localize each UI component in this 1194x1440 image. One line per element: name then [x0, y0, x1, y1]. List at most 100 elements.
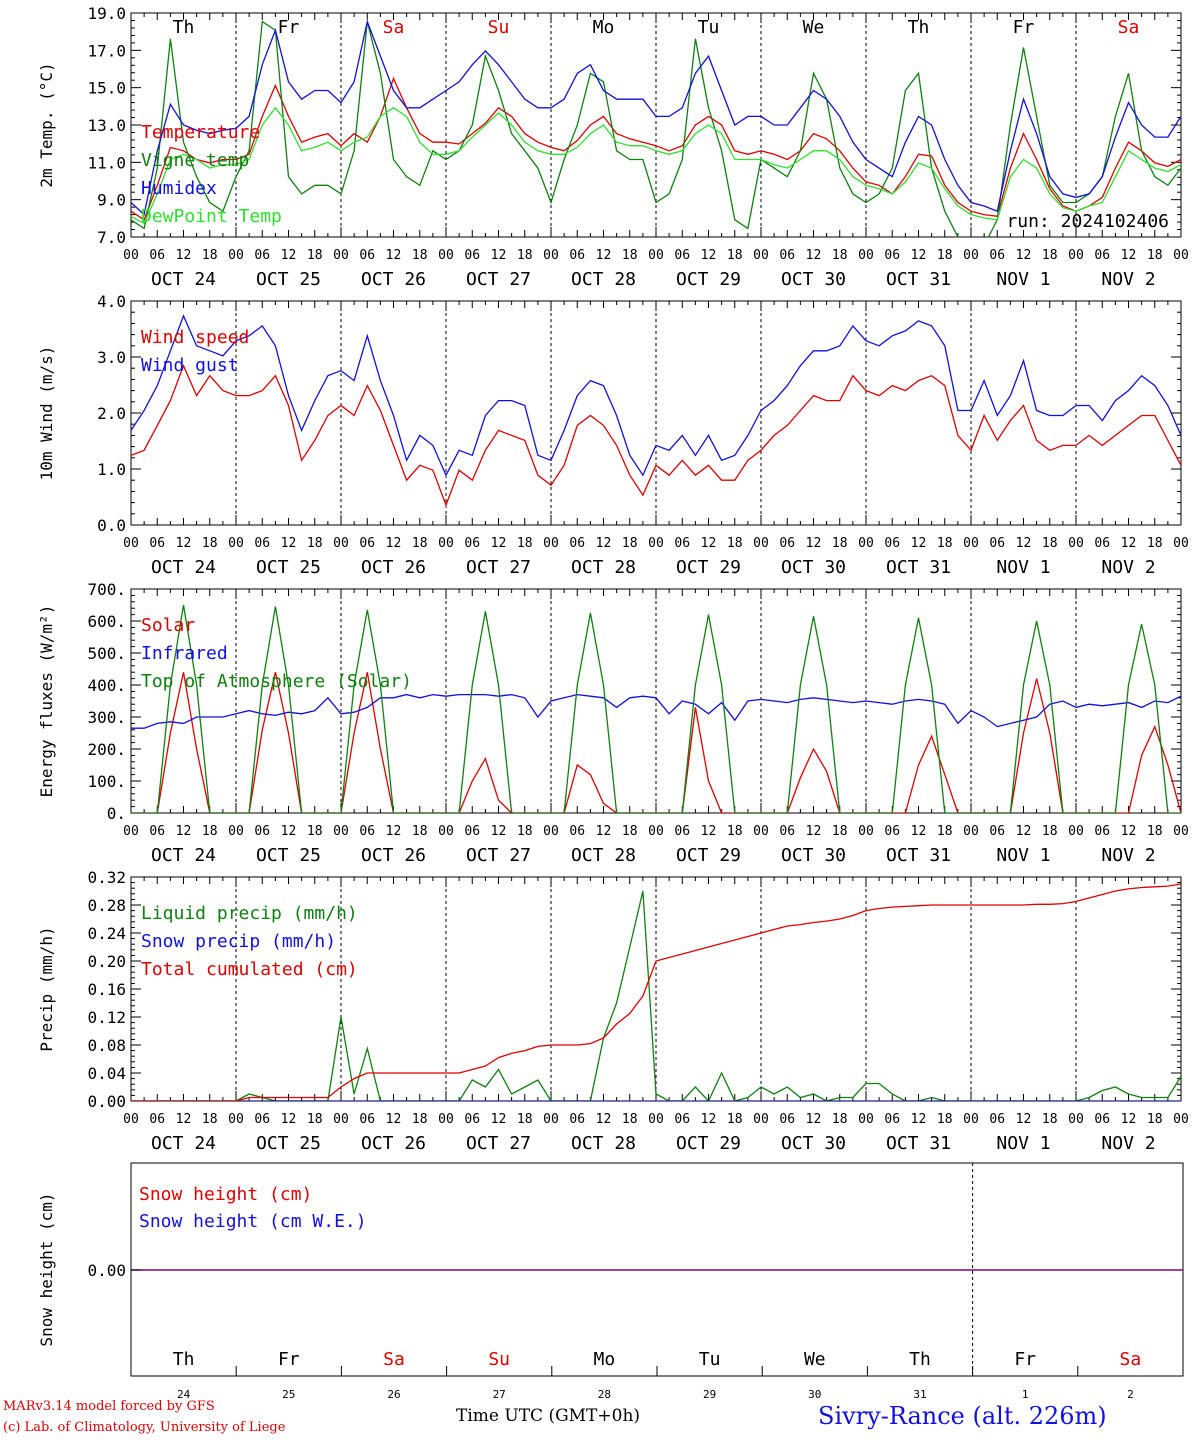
date-label: OCT 25 [256, 845, 321, 866]
hour-tick-label: 12 [491, 824, 507, 839]
hour-tick-label: 06 [359, 824, 375, 839]
hour-tick-label: 12 [1016, 248, 1032, 263]
hour-tick-label: 12 [386, 536, 402, 551]
plot-frame [130, 300, 1182, 526]
hour-tick-label: 06 [1094, 824, 1110, 839]
hour-tick-label: 06 [674, 248, 690, 263]
day-number-label: 27 [493, 1388, 506, 1401]
weekday-label: Th [173, 1349, 195, 1370]
hour-tick-label: 18 [622, 536, 638, 551]
hour-tick-label: 00 [123, 536, 139, 551]
hour-tick-label: 18 [1042, 1112, 1058, 1127]
hour-tick-label: 18 [307, 248, 323, 263]
y-axis-label: 2m Temp. (°C) [37, 62, 56, 187]
hour-tick-label: 06 [674, 536, 690, 551]
hour-tick-label: 00 [123, 248, 139, 263]
hour-tick-label: 00 [858, 1112, 874, 1127]
hour-tick-label: 00 [1068, 824, 1084, 839]
day-number-label: 25 [282, 1388, 295, 1401]
day-number-label: 1 [1022, 1388, 1029, 1401]
legend-entry: Snow height (cm W.E.) [139, 1211, 367, 1232]
hour-tick-label: 06 [884, 1112, 900, 1127]
weekday-label: Tu [698, 17, 720, 38]
legend-entry: Snow height (cm) [139, 1184, 312, 1205]
hour-tick-label: 00 [648, 1112, 664, 1127]
date-label: NOV 1 [996, 1133, 1050, 1154]
weekday-label: Mo [593, 17, 615, 38]
y-tick-label: 400. [87, 676, 126, 695]
hour-tick-label: 06 [359, 1112, 375, 1127]
y-tick-label: 13.0 [87, 116, 126, 135]
hour-tick-label: 18 [937, 248, 953, 263]
hour-tick-label: 18 [832, 824, 848, 839]
hour-tick-label: 06 [149, 1112, 165, 1127]
legend-entry: Snow precip (mm/h) [141, 931, 336, 952]
hour-tick-label: 18 [832, 248, 848, 263]
hour-tick-label: 18 [832, 1112, 848, 1127]
y-tick-label: 0.0 [97, 516, 126, 535]
day-number-label: 29 [703, 1388, 716, 1401]
hour-tick-label: 00 [648, 248, 664, 263]
weekday-label: Tu [699, 1349, 721, 1370]
hour-tick-label: 12 [386, 824, 402, 839]
hour-tick-label: 06 [989, 1112, 1005, 1127]
y-tick-label: 0.00 [87, 1092, 126, 1111]
hour-tick-label: 00 [753, 1112, 769, 1127]
hour-tick-label: 18 [1147, 1112, 1163, 1127]
hour-tick-label: 06 [149, 248, 165, 263]
hour-tick-label: 00 [228, 248, 244, 263]
plot-frame [130, 588, 1182, 814]
hour-tick-label: 06 [989, 536, 1005, 551]
hour-tick-label: 00 [1173, 248, 1189, 263]
hour-tick-label: 12 [281, 1112, 297, 1127]
weekday-label: We [803, 17, 825, 38]
hour-tick-label: 18 [1147, 824, 1163, 839]
hour-tick-label: 06 [569, 536, 585, 551]
series-line [131, 363, 1181, 507]
hour-tick-label: 18 [517, 1112, 533, 1127]
y-tick-label: 0.12 [87, 1008, 126, 1027]
legend-entry: Temperature [141, 122, 260, 143]
hour-tick-label: 06 [884, 536, 900, 551]
hour-tick-label: 18 [412, 536, 428, 551]
hour-tick-label: 12 [911, 536, 927, 551]
date-label: OCT 25 [256, 1133, 321, 1154]
y-tick-label: 0.24 [87, 924, 126, 943]
hour-tick-label: 00 [753, 536, 769, 551]
legend-entry: Wind speed [141, 327, 249, 348]
legend-entry: Liquid precip (mm/h) [141, 903, 358, 924]
hour-tick-label: 12 [911, 248, 927, 263]
date-label: OCT 29 [676, 1133, 741, 1154]
y-tick-label: 4.0 [97, 292, 126, 311]
hour-tick-label: 00 [963, 536, 979, 551]
hour-tick-label: 12 [596, 1112, 612, 1127]
hour-tick-label: 00 [333, 1112, 349, 1127]
date-label: NOV 2 [1101, 1133, 1155, 1154]
date-label: OCT 27 [466, 269, 531, 290]
hour-tick-label: 00 [963, 1112, 979, 1127]
series-line [131, 314, 1181, 477]
hour-tick-label: 12 [386, 248, 402, 263]
y-tick-label: 19.0 [87, 4, 126, 23]
hour-tick-label: 06 [1094, 248, 1110, 263]
hour-tick-label: 12 [1016, 536, 1032, 551]
date-label: OCT 28 [571, 845, 636, 866]
day-number-label: 2 [1127, 1388, 1134, 1401]
x-axis-title: Time UTC (GMT+0h) [456, 1406, 641, 1426]
weekday-label: Th [908, 17, 930, 38]
hour-tick-label: 06 [779, 536, 795, 551]
hour-tick-label: 12 [176, 536, 192, 551]
hour-tick-label: 18 [412, 824, 428, 839]
weekday-label: Sa [383, 1349, 405, 1370]
hour-tick-label: 06 [464, 248, 480, 263]
hour-tick-label: 12 [1016, 1112, 1032, 1127]
date-label: OCT 31 [886, 557, 951, 578]
y-tick-label: 3.0 [97, 348, 126, 367]
hour-tick-label: 06 [254, 824, 270, 839]
hour-tick-label: 12 [491, 248, 507, 263]
hour-tick-label: 18 [412, 248, 428, 263]
day-number-label: 26 [387, 1388, 400, 1401]
day-number-label: 30 [808, 1388, 821, 1401]
hour-tick-label: 00 [963, 248, 979, 263]
y-tick-label: 0. [107, 804, 126, 823]
